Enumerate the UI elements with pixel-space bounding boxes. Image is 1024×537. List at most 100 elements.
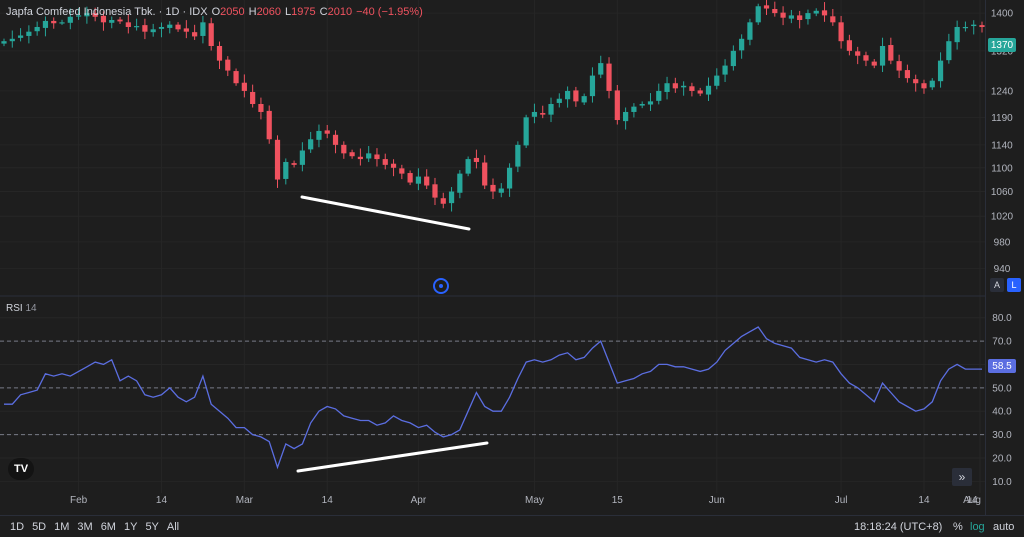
time-tick-label: 14	[966, 495, 978, 506]
candle	[606, 57, 612, 99]
range-5d[interactable]: 5D	[32, 521, 47, 533]
candle-body	[9, 38, 15, 42]
candle	[879, 37, 886, 73]
range-all[interactable]: All	[166, 521, 180, 533]
chart-canvas[interactable]: 14001320124011901140110010601020980940 8…	[0, 0, 1024, 515]
price-tick-label: 1240	[991, 86, 1014, 97]
candle	[556, 93, 562, 108]
candle-body	[904, 70, 911, 79]
candle	[672, 77, 678, 93]
candle-body	[821, 10, 828, 16]
candle	[929, 78, 935, 90]
candle	[581, 93, 587, 105]
candle	[142, 18, 148, 40]
candle-body	[258, 103, 264, 112]
range-1y[interactable]: 1Y	[123, 521, 138, 533]
percent-scale-button[interactable]: %	[953, 521, 963, 533]
candle	[150, 23, 156, 37]
candle	[440, 192, 446, 209]
candle-body	[506, 167, 513, 189]
candle	[109, 16, 115, 29]
time-tick-label: May	[525, 495, 544, 506]
candle-body	[332, 134, 339, 145]
candle	[42, 16, 49, 37]
candle-body	[366, 153, 372, 159]
candle-body	[1, 41, 7, 44]
candle	[183, 20, 189, 39]
candle-body	[921, 83, 927, 89]
candle-body	[523, 117, 529, 146]
candle-body	[250, 91, 256, 104]
auto-scale-button[interactable]: A	[990, 278, 1004, 292]
candle-body	[689, 86, 695, 91]
clock[interactable]: 18:18:24 (UTC+8)	[854, 521, 943, 533]
candle-body	[357, 156, 363, 160]
candle-body	[971, 24, 977, 27]
candle	[498, 183, 504, 198]
price-tick-label: 1060	[991, 187, 1014, 198]
time-tick-label: 14	[322, 495, 334, 506]
candle-body	[946, 41, 952, 61]
candle	[465, 156, 471, 177]
candle-body	[26, 31, 32, 36]
candle	[904, 64, 911, 83]
range-3m[interactable]: 3M	[77, 521, 93, 533]
range-5y[interactable]: 5Y	[145, 521, 159, 533]
candle-body	[299, 150, 305, 165]
candle	[747, 18, 753, 46]
candle	[639, 101, 645, 109]
candle	[448, 187, 455, 212]
time-tick-label: 14	[156, 495, 168, 506]
auto-toggle-button[interactable]: auto	[993, 521, 1015, 533]
candle-body	[896, 61, 902, 71]
candle-body	[681, 85, 687, 88]
candle	[291, 160, 297, 168]
candle	[838, 15, 844, 49]
scroll-to-latest-button[interactable]: »	[952, 468, 972, 486]
rsi-tick-label: 70.0	[992, 337, 1012, 348]
log-toggle-button[interactable]: log	[970, 521, 985, 533]
candle	[564, 86, 571, 108]
rsi-tick-label: 30.0	[992, 430, 1012, 441]
event-marker-dot	[439, 284, 443, 288]
candle-body	[341, 144, 347, 154]
price-tick-label: 940	[994, 264, 1011, 275]
candle-body	[747, 22, 753, 40]
candle-body	[490, 184, 496, 192]
candle-body	[564, 90, 571, 100]
rsi-indicator-label[interactable]: RSI 14	[6, 303, 37, 314]
log-scale-button[interactable]: L	[1007, 278, 1021, 292]
rsi-tick-label: 20.0	[992, 453, 1012, 464]
candle	[34, 21, 40, 36]
candle-body	[84, 13, 90, 17]
candle-body	[283, 161, 289, 179]
candle	[241, 74, 247, 98]
range-6m[interactable]: 6M	[100, 521, 116, 533]
symbol-title[interactable]: Japfa Comfeed Indonesia Tbk. · 1D · IDX	[6, 6, 208, 18]
tradingview-logo: TV	[8, 458, 34, 480]
range-1m[interactable]: 1M	[54, 521, 70, 533]
candle	[946, 33, 952, 64]
candle-body	[100, 15, 107, 23]
range-1d[interactable]: 1D	[10, 521, 25, 533]
candle	[390, 159, 397, 177]
rsi-tick-label: 40.0	[992, 407, 1012, 418]
time-tick-label: Jun	[709, 495, 725, 506]
candle	[482, 155, 488, 190]
time-tick-label: Apr	[411, 495, 427, 506]
candle-body	[150, 29, 156, 33]
candle	[589, 67, 596, 103]
candle-body	[780, 12, 786, 18]
open-value: 2050	[220, 6, 245, 18]
rsi-tick-label: 80.0	[992, 313, 1012, 324]
candle-body	[473, 157, 480, 162]
candle-body	[274, 139, 281, 180]
candle	[233, 68, 239, 86]
current-price-badge: 1370	[988, 38, 1016, 52]
candle	[432, 177, 438, 206]
rsi-axis: 80.070.060.050.040.030.020.010.0	[992, 313, 1012, 488]
rsi-tick-label: 10.0	[992, 477, 1012, 488]
candle	[739, 34, 745, 59]
change-value: −40 (−1.95%)	[356, 6, 423, 18]
